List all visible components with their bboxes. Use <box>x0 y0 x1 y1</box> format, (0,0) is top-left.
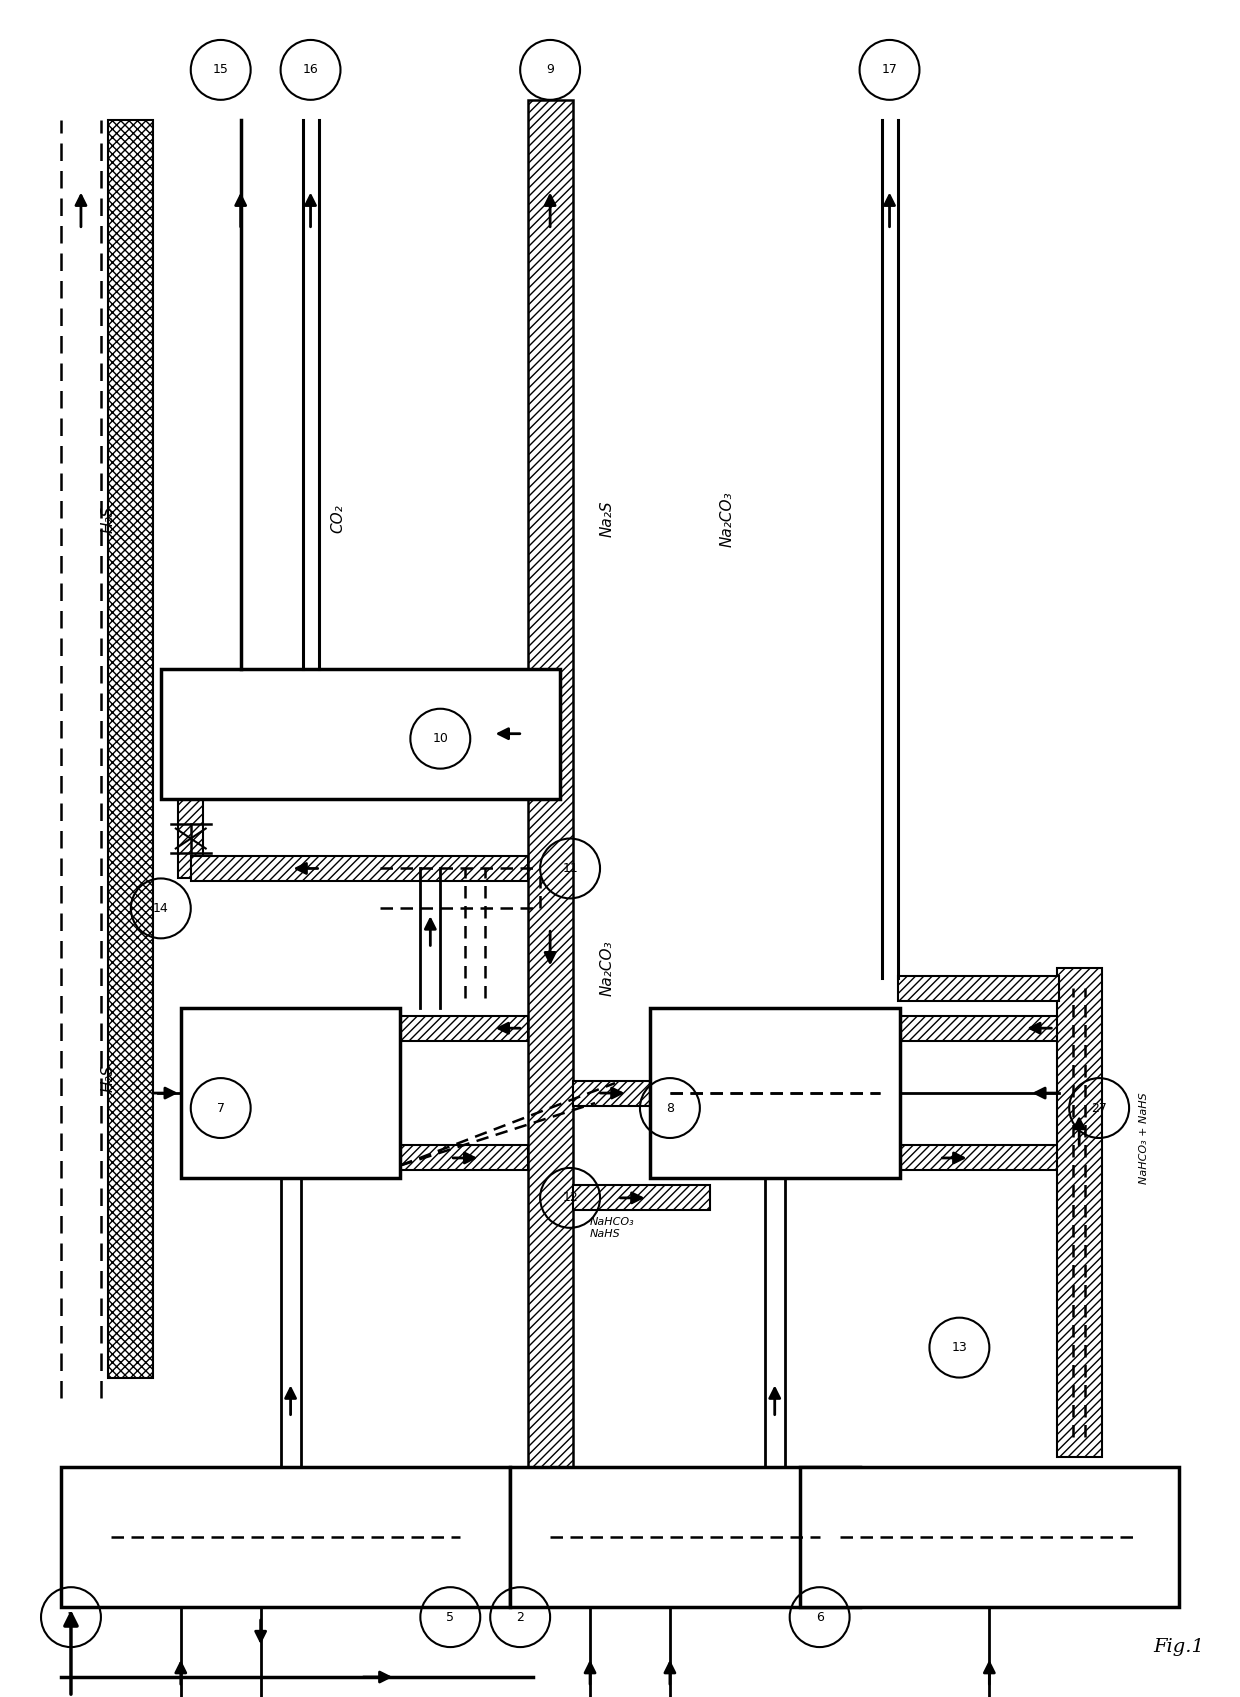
Text: 10: 10 <box>433 731 448 745</box>
Text: 6: 6 <box>816 1610 823 1624</box>
Bar <box>528 100 573 1597</box>
Bar <box>899 1145 1059 1171</box>
Bar <box>161 669 560 799</box>
Bar <box>899 1017 1059 1040</box>
Text: CO₂: CO₂ <box>331 504 346 533</box>
Bar <box>573 1186 709 1210</box>
Text: 14: 14 <box>153 901 169 915</box>
Text: 12: 12 <box>562 1191 578 1205</box>
Text: 27: 27 <box>1091 1101 1107 1115</box>
Bar <box>108 120 154 1378</box>
Text: H₂S: H₂S <box>100 506 115 533</box>
Text: Na₂CO₃: Na₂CO₃ <box>720 490 735 546</box>
Text: 11: 11 <box>562 862 578 876</box>
Bar <box>510 1468 859 1607</box>
Bar <box>61 1468 510 1607</box>
Bar <box>401 1017 528 1040</box>
Text: Fig.1: Fig.1 <box>1153 1638 1204 1656</box>
Text: 13: 13 <box>951 1341 967 1354</box>
Bar <box>1056 969 1101 1458</box>
Text: H₂S: H₂S <box>100 1064 115 1091</box>
Text: NaHCO₃
NaHS: NaHCO₃ NaHS <box>590 1217 635 1239</box>
Bar <box>179 799 203 879</box>
Text: 7: 7 <box>217 1101 224 1115</box>
Text: 5: 5 <box>446 1610 454 1624</box>
Text: 15: 15 <box>213 63 228 76</box>
Text: 2: 2 <box>516 1610 525 1624</box>
Bar <box>573 1081 650 1105</box>
Bar <box>191 855 528 881</box>
Text: 17: 17 <box>882 63 898 76</box>
Text: 16: 16 <box>303 63 319 76</box>
Bar <box>650 1008 899 1178</box>
Bar <box>401 1145 528 1171</box>
Text: Na₂S: Na₂S <box>600 501 615 538</box>
Bar <box>800 1468 1179 1607</box>
Text: NaHCO₃ + NaHS: NaHCO₃ + NaHS <box>1140 1093 1149 1185</box>
Bar <box>898 976 1059 1001</box>
Bar <box>181 1008 401 1178</box>
Text: 9: 9 <box>546 63 554 76</box>
Text: Na₂CO₃: Na₂CO₃ <box>600 940 615 996</box>
Text: 8: 8 <box>666 1101 673 1115</box>
Text: 1: 1 <box>67 1610 74 1624</box>
Bar <box>528 721 560 747</box>
